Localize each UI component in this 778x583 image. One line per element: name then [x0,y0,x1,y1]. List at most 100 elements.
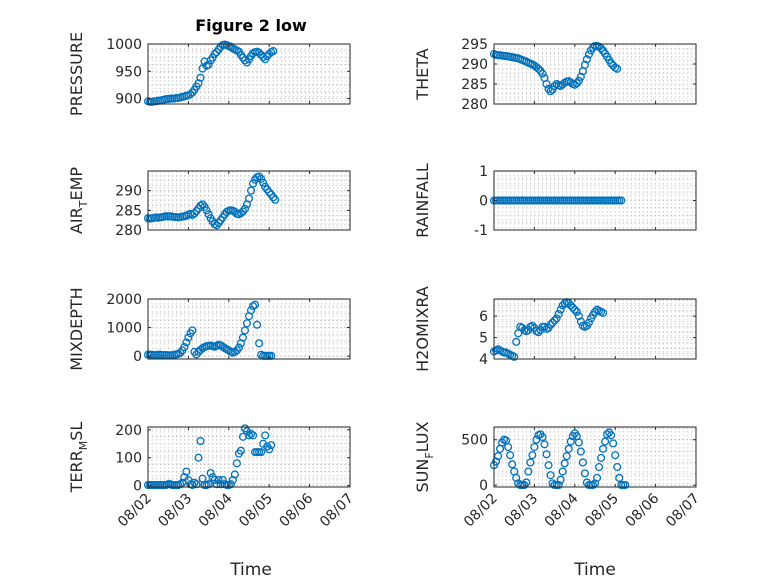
data-point-h2omixra [566,301,575,310]
data-point-sun_flux [528,451,537,460]
y-tick-label: 6 [479,309,488,325]
y-axis-label: TERRMSL [67,422,90,494]
data-point-pressure [194,79,203,88]
y-tick-label: 1000 [106,37,142,53]
data-point-pressure [240,56,250,65]
data-point-h2omixra [548,318,557,327]
data-point-pressure [210,49,219,58]
data-point-sun_flux [560,459,569,468]
data-point-terr_msl [265,445,274,454]
y-tick-label: 285 [461,77,488,93]
data-point-air_temp [259,178,268,187]
y-tick-label: 200 [115,423,142,439]
data-point-mixdepth [234,343,243,352]
data-point-h2omixra [546,320,555,329]
data-point-theta [613,64,622,73]
data-point-sun_flux [512,473,521,482]
data-point-terr_msl [216,480,225,489]
data-point-theta [574,76,583,85]
data-point-theta [550,81,559,91]
data-point-sun_flux [580,469,589,478]
y-tick-label: 100 [115,451,142,467]
data-point-mixdepth [218,342,227,351]
data-point-mixdepth [180,342,189,352]
data-point-sun_flux [491,457,501,466]
data-point-h2omixra [574,312,583,321]
data-point-sun_flux [566,437,575,446]
data-point-sun_flux [542,450,551,459]
data-point-theta [546,87,555,96]
data-point-pressure [186,90,195,99]
figure-title: Figure 2 low [195,16,307,35]
data-point-theta [570,80,579,89]
data-point-air_temp [212,221,221,230]
data-point-sun_flux [506,451,515,460]
data-point-h2omixra [590,307,600,316]
data-point-air_temp [246,186,256,195]
data-point-sun_flux [546,471,555,480]
data-point-air_temp [190,209,199,218]
data-point-h2omixra [534,328,543,337]
data-point-air_temp [265,188,274,197]
data-point-theta [572,79,581,88]
data-point-pressure [269,47,278,56]
data-point-theta [542,79,551,89]
x-tick-label: 08/02 [461,491,501,531]
y-axis-label: SUNFLUX [413,421,436,492]
data-point-terr_msl [244,431,254,440]
y-axis-label: AIRTEMP [67,167,90,234]
data-point-pressure [259,53,268,62]
y-axis-label: MIXDEPTH [67,287,86,370]
y-tick-label: -1 [474,223,488,239]
subplot-sun_flux: 0 500 08/02 08/03 08/04 08/05 08/06 08/07 SUNFLU… [413,421,703,530]
data-point-terr_msl [214,475,223,485]
data-point-sun_flux [530,442,539,452]
data-point-terr_msl [194,453,203,462]
data-point-theta [534,64,543,73]
data-point-sun_flux [611,451,620,460]
subplot-mixdepth: 0 1000 2000 MIXDEPTH [67,287,351,371]
subplot-rainfall: -1 0 1 RAINFALL [413,163,697,239]
data-point-h2omixra [570,305,579,314]
data-point-mixdepth [238,333,247,342]
data-point-air_temp [204,210,213,219]
y-tick-label: 0 [479,194,488,210]
data-point-theta [597,44,606,53]
axes-frame [493,298,697,360]
data-point-terr_msl [257,448,266,457]
data-point-terr_msl [226,480,235,489]
data-point-mixdepth [240,326,250,335]
x-tick-label: 08/02 [115,491,155,531]
data-point-terr_msl [218,475,227,485]
y-axis-label: PRESSURE [67,32,86,116]
data-point-sun_flux [522,478,531,487]
y-tick-label: 285 [115,203,142,219]
data-point-air_temp [271,195,280,204]
y-tick-label: 1 [479,164,488,180]
axes-frame [493,426,697,488]
axes-frame [147,170,351,231]
data-point-sun_flux [544,461,553,470]
x-tick-label: 08/04 [196,490,236,530]
data-point-sun_flux [594,462,604,472]
data-point-sun_flux [493,452,503,461]
y-tick-label: 500 [461,433,488,449]
data-point-rainfall [617,196,626,205]
y-tick-label: 2000 [106,292,142,308]
axes-frame [147,298,351,360]
data-point-sun_flux [578,458,587,467]
y-tick-label: 4 [479,352,488,368]
data-point-sun_flux [613,462,622,472]
data-point-terr_msl [248,431,258,440]
data-point-h2omixra [584,318,593,327]
data-point-terr_msl [176,480,185,489]
data-point-sun_flux [599,444,608,453]
data-point-sun_flux [574,438,583,447]
data-point-pressure [208,53,217,62]
y-tick-label: 295 [461,37,488,53]
subplot-h2omixra: 4 5 6 H2OMIXRA [413,286,697,372]
data-point-sun_flux [556,475,565,484]
data-point-sun_flux [526,458,535,467]
data-point-sun_flux [588,480,598,490]
